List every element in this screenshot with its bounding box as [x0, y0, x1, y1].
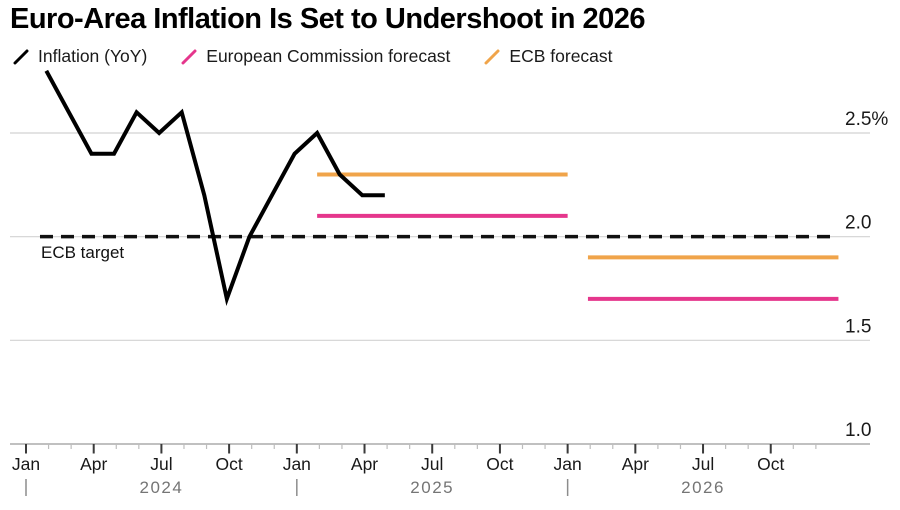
x-axis-month-label: Oct — [757, 454, 784, 474]
chart-title: Euro-Area Inflation Is Set to Undershoot… — [10, 3, 646, 35]
legend-label-inflation: Inflation (YoY) — [38, 46, 148, 66]
legend-item-ecb-forecast: ECB forecast — [484, 46, 613, 67]
x-axis-month-label: Jul — [692, 454, 714, 474]
x-axis-month-label: Jul — [421, 454, 443, 474]
x-axis-month-label: Oct — [486, 454, 513, 474]
y-axis-label: 1.0 — [845, 420, 871, 441]
y-axis-label: 1.5 — [845, 316, 871, 337]
inflation-line — [44, 69, 385, 307]
y-axis-label: 2.0 — [845, 213, 871, 234]
chart-legend: Inflation (YoY) European Commission fore… — [13, 46, 613, 67]
year-label: 2025 — [410, 478, 454, 497]
x-axis-month-label: Jan — [12, 454, 40, 474]
ecb-forecast-slash-icon — [484, 49, 500, 64]
x-axis-month-label: Apr — [80, 454, 107, 474]
x-axis-month-label: Jan — [554, 454, 582, 474]
x-axis-month-label: Jul — [150, 454, 172, 474]
inflation-slash-icon — [13, 49, 29, 64]
legend-item-inflation: Inflation (YoY) — [13, 46, 147, 67]
legend-item-ec-forecast: European Commission forecast — [181, 46, 450, 67]
year-label: 2024 — [139, 478, 183, 497]
x-axis-month-label: Apr — [351, 454, 378, 474]
legend-label-ecb-forecast: ECB forecast — [509, 46, 613, 66]
ecb-target-label: ECB target — [41, 243, 124, 262]
x-axis-month-label: Jan — [283, 454, 311, 474]
year-label: 2026 — [681, 478, 725, 497]
y-axis-label: 2.5% — [845, 109, 888, 130]
x-axis-month-label: Apr — [622, 454, 649, 474]
legend-label-ec-forecast: European Commission forecast — [206, 46, 451, 66]
x-axis-month-label: Oct — [215, 454, 242, 474]
ec-forecast-slash-icon — [181, 49, 197, 64]
